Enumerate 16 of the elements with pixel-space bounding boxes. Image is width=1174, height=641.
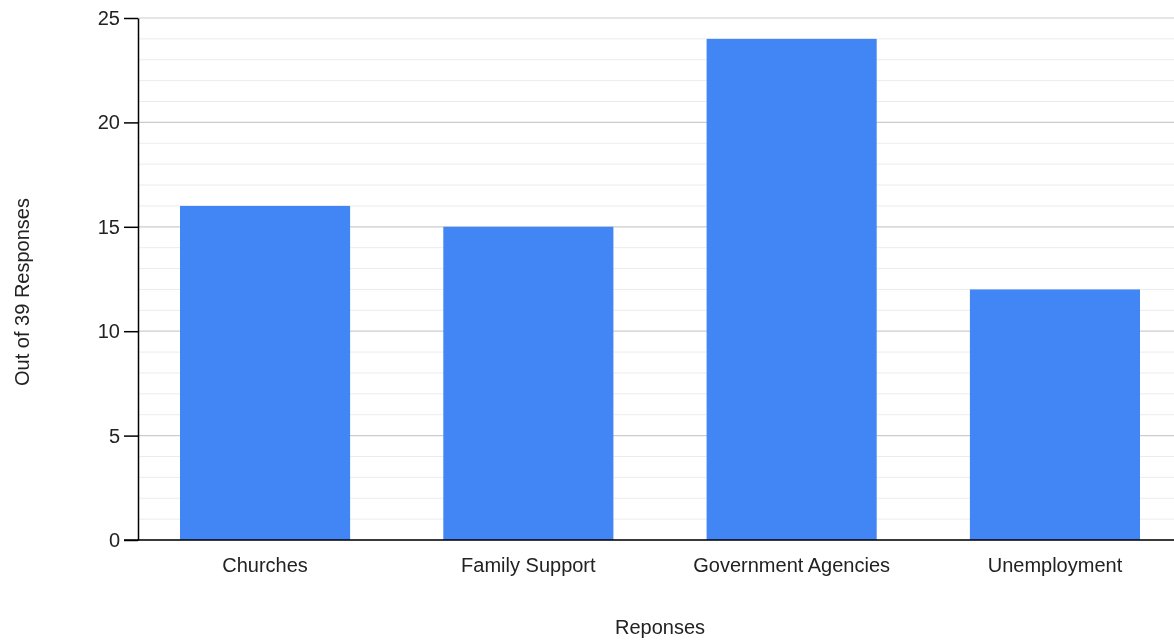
- x-tick-label: Unemployment: [987, 554, 1123, 576]
- bar: [969, 289, 1140, 540]
- x-axis-title: Reponses: [614, 616, 706, 638]
- bar: [443, 226, 614, 540]
- bar: [180, 205, 351, 540]
- x-tick-label: Family Support: [461, 554, 597, 576]
- bar: [706, 38, 877, 540]
- y-tick-label: 20: [97, 111, 120, 134]
- y-tick-label: 25: [97, 6, 120, 29]
- y-tick-label: 15: [97, 215, 120, 238]
- y-axis-title: Out of 39 Responses: [11, 198, 33, 386]
- x-tick-label: Government Agencies: [693, 554, 891, 576]
- y-tick-label: 10: [97, 320, 120, 343]
- y-tick-label: 5: [108, 424, 120, 447]
- x-tick-label: Churches: [222, 554, 308, 576]
- y-tick-label: 0: [108, 528, 120, 551]
